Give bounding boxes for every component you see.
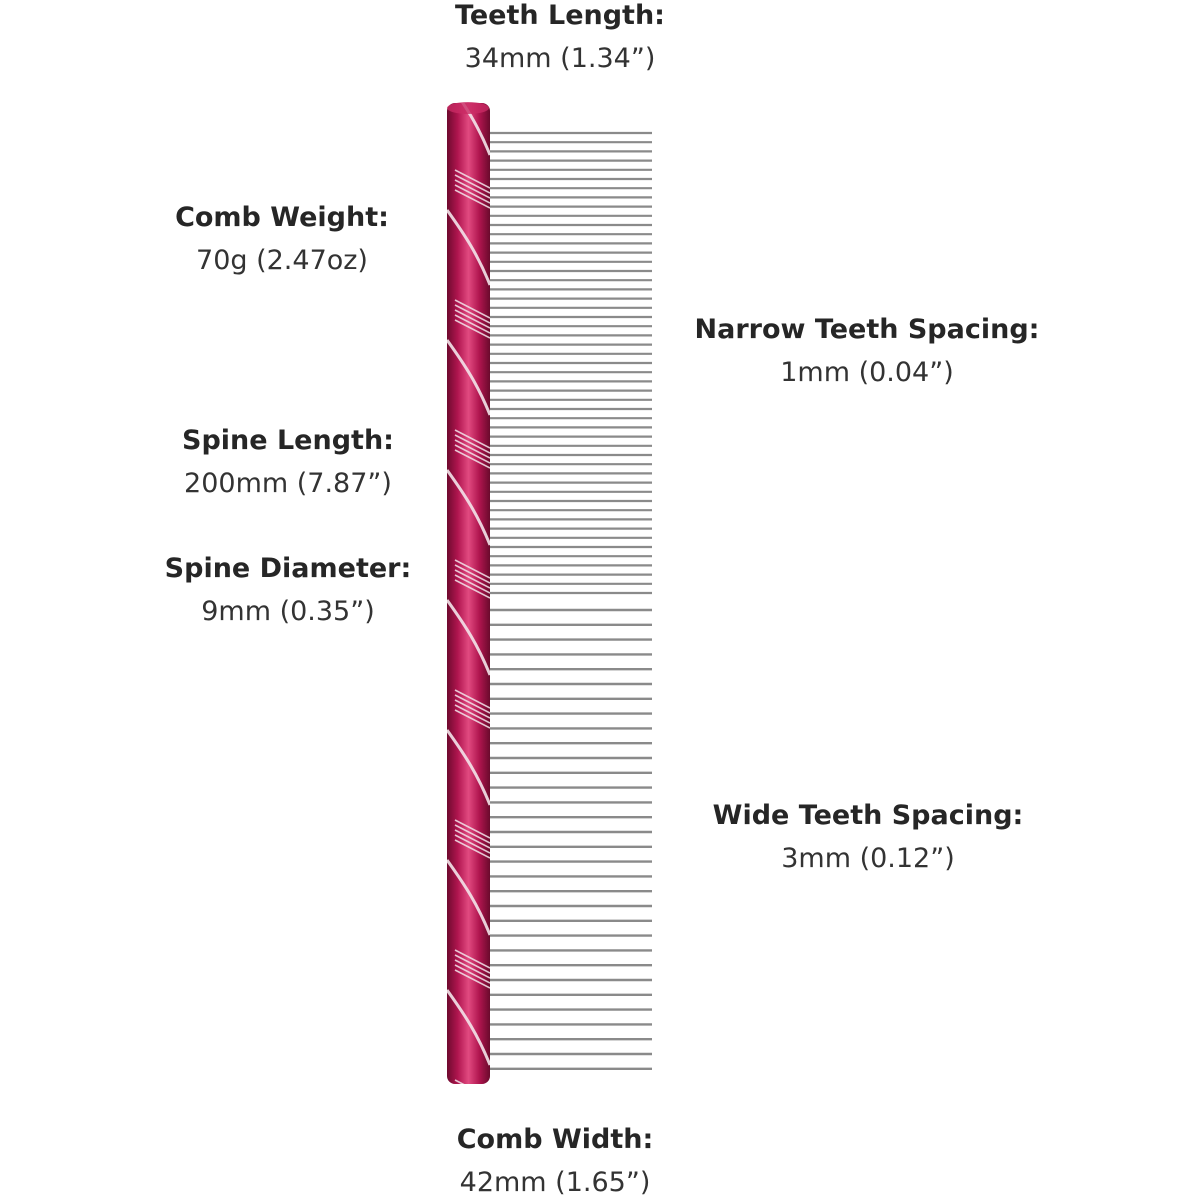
comb-spine [447,102,490,1118]
spine-stripe [447,469,490,546]
spine-hatch [454,444,490,464]
spine-hatch [454,964,490,984]
spec-label: Wide Teeth Spacing: [712,800,1024,831]
spec-wide-teeth-spacing: Wide Teeth Spacing: 3mm (0.12”) [698,794,1038,880]
spine-hatch [454,954,490,974]
spec-value: 42mm (1.65”) [459,1167,651,1198]
spine-hatch [454,559,490,579]
spec-narrow-teeth-spacing: Narrow Teeth Spacing: 1mm (0.04”) [672,308,1062,394]
spec-label: Comb Width: [456,1124,654,1155]
spine-hatch [454,299,490,319]
spine-hatch [454,819,490,839]
spine-stripe [447,339,490,416]
spine-hatch [454,319,490,339]
spine-hatch [454,969,490,989]
spec-value: 70g (2.47oz) [196,245,368,276]
spec-value: 1mm (0.04”) [780,357,954,388]
spine-hatch [454,839,490,859]
spine-hatch [454,834,490,854]
spine-stripe [447,989,490,1066]
spine-hatch [454,429,490,449]
spec-label: Narrow Teeth Spacing: [694,314,1040,345]
spine-hatch [454,704,490,724]
spine-hatch [454,179,490,199]
spine-hatch [454,574,490,594]
spine-stripe [447,859,490,936]
spec-value: 3mm (0.12”) [781,843,955,874]
spine-hatch [454,564,490,584]
spec-spine-length: Spine Length: 200mm (7.87”) [138,419,438,505]
spine-hatch [455,1085,490,1103]
spec-label: Teeth Length: [455,0,665,31]
spine-hatch [454,949,490,969]
spec-label: Spine Length: [182,425,394,456]
spine-hatch [454,169,490,189]
spine-hatch [454,959,490,979]
spine-hatch [454,304,490,324]
spine-hatch [454,689,490,709]
spine-stripe [447,729,490,806]
spec-spine-diameter: Spine Diameter: 9mm (0.35”) [128,547,448,633]
spec-label: Comb Weight: [175,202,389,233]
spine-hatch [454,314,490,334]
spec-comb-weight: Comb Weight: 70g (2.47oz) [132,196,432,282]
spine-hatch [454,824,490,844]
spine-hatch [454,309,490,329]
spine-stripe [447,599,490,676]
spec-comb-width: Comb Width: 42mm (1.65”) [405,1118,705,1200]
spine-hatch [455,1095,490,1113]
comb-teeth [480,131,652,1071]
spec-value: 200mm (7.87”) [184,468,392,499]
spine-stripe [447,209,490,286]
spine-stripe [447,103,490,156]
spine-hatch [454,439,490,459]
spine-hatch [454,709,490,729]
spec-teeth-length: Teeth Length: 34mm (1.34”) [410,0,710,80]
spine-hatch [454,449,490,469]
spine-hatch [454,699,490,719]
spec-value: 34mm (1.34”) [464,43,656,74]
spine-hatch [454,189,490,209]
spine-hatch [454,569,490,589]
spec-label: Spine Diameter: [164,553,412,584]
spine-hatch [454,434,490,454]
spine-hatch [454,184,490,204]
spine-hatch [454,1079,490,1084]
spine-hatch [454,579,490,599]
spec-value: 9mm (0.35”) [201,596,375,627]
spine-hatch [454,694,490,714]
spine-hatch [455,1090,490,1108]
spine-hatch [454,829,490,849]
spine-hatch [454,174,490,194]
spine-hatch [455,1100,490,1118]
